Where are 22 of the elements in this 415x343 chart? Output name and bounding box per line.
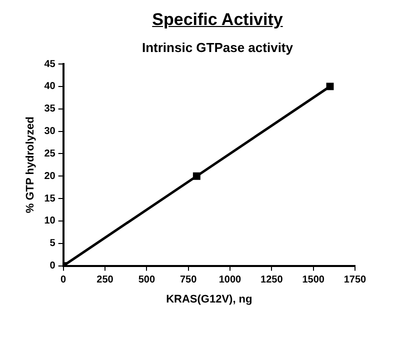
x-axis-title: KRAS(G12V), ng [166,293,252,306]
y-tick-label: 45 [44,58,56,70]
x-tick-label: 0 [60,274,67,286]
y-tick-label: 20 [44,170,56,182]
y-axis-title: % GTP hydrolyzed [24,116,37,214]
chart-subtitle: Intrinsic GTPase activity [140,40,294,55]
y-tick-label: 15 [44,193,56,204]
y-tick-label: 40 [44,81,56,92]
y-tick-label: 5 [50,238,56,250]
y-tick-label: 35 [44,104,56,115]
x-tick-label: 1250 [260,274,284,286]
x-tick-label: 1000 [218,274,242,286]
x-tick-label: 750 [180,274,198,286]
x-tick-label: 1750 [344,274,367,286]
chart-title: Specific Activity [151,9,284,30]
y-tick-label: 30 [44,126,56,138]
y-tick-label: 25 [44,148,56,160]
y-tick-label: 0 [50,260,56,272]
y-tick-label: 10 [44,216,56,227]
x-tick-label: 1500 [302,274,325,286]
x-tick-label: 500 [138,274,156,286]
x-tick-label: 250 [96,274,114,286]
